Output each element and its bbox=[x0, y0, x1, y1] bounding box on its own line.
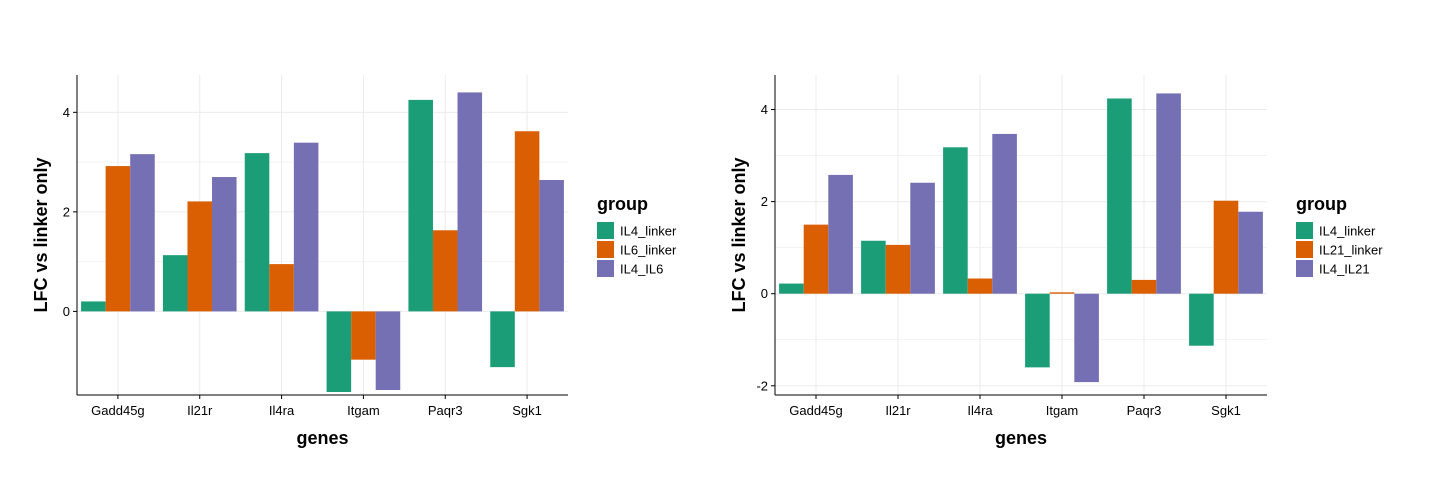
left-legend-label: IL4_linker bbox=[620, 224, 677, 239]
left-legend-swatch-IL6_linker bbox=[597, 241, 614, 258]
right-bar-IL4_IL21-Il21r bbox=[910, 182, 935, 294]
left-bar-IL6_linker-Il4ra bbox=[269, 264, 294, 312]
left-bar-IL4_IL6-Paqr3 bbox=[457, 92, 483, 312]
left-x-tick-label: Gadd45g bbox=[91, 403, 145, 418]
right-bar-IL4_linker-Il4ra bbox=[943, 147, 968, 294]
right-y-axis-title: LFC vs linker only bbox=[729, 157, 749, 312]
right-legend: group IL4_linker IL21_linker IL4_IL21 bbox=[1296, 194, 1383, 277]
right-x-tick-label: Itgam bbox=[1046, 403, 1079, 418]
left-x-axis-title: genes bbox=[296, 428, 348, 448]
left-x-tick-label: Il4ra bbox=[269, 403, 295, 418]
left-legend-label: IL4_IL6 bbox=[620, 262, 663, 277]
right-x-tick-label: Sgk1 bbox=[1211, 403, 1241, 418]
left-legend-title: group bbox=[597, 194, 648, 214]
right-bar-IL4_IL21-Gadd45g bbox=[828, 174, 853, 294]
right-y-tick-label: 2 bbox=[761, 194, 768, 209]
left-y-tick-label: 4 bbox=[63, 105, 70, 120]
right-y-tick-label: -2 bbox=[756, 378, 768, 393]
left-bar-IL4_IL6-Gadd45g bbox=[130, 154, 155, 312]
left-bar-IL4_linker-Paqr3 bbox=[408, 99, 433, 312]
right-bar-IL4_linker-Il21r bbox=[861, 240, 886, 294]
left-bar-IL4_IL6-Itgam bbox=[375, 311, 401, 391]
right-legend-label: IL21_linker bbox=[1319, 243, 1383, 258]
left-x-tick-label: Il21r bbox=[187, 403, 213, 418]
chart-left: 0 2 4 Gadd45g Il21r Il4ra Itgam Paqr3 Sgk1 genes L… bbox=[31, 75, 677, 448]
right-bar-IL21_linker-Gadd45g bbox=[803, 224, 829, 294]
left-x-tick-label: Paqr3 bbox=[428, 403, 463, 418]
right-bar-IL4_linker-Itgam bbox=[1025, 293, 1050, 368]
right-bar-IL21_linker-Itgam bbox=[1049, 292, 1075, 294]
left-bar-IL4_linker-Sgk1 bbox=[490, 311, 515, 368]
right-bars bbox=[779, 93, 1263, 383]
left-bar-IL6_linker-Paqr3 bbox=[432, 230, 458, 312]
right-x-axis-title: genes bbox=[995, 428, 1047, 448]
right-bar-IL4_IL21-Paqr3 bbox=[1156, 93, 1181, 294]
left-bar-IL4_linker-Itgam bbox=[326, 311, 352, 393]
right-bar-IL21_linker-Paqr3 bbox=[1131, 279, 1157, 294]
left-bar-IL4_linker-Il4ra bbox=[244, 153, 270, 312]
right-x-tick-label: Paqr3 bbox=[1127, 403, 1162, 418]
right-legend-swatch-IL4_linker bbox=[1296, 222, 1313, 239]
right-bar-IL21_linker-Sgk1 bbox=[1213, 200, 1239, 294]
right-bar-IL4_linker-Sgk1 bbox=[1189, 293, 1214, 346]
right-x-tick-label: Il21r bbox=[885, 403, 911, 418]
left-bar-IL4_linker-Il21r bbox=[162, 255, 188, 312]
right-bar-IL4_linker-Gadd45g bbox=[779, 283, 804, 294]
right-y-tick-label: 4 bbox=[761, 102, 768, 117]
left-bar-IL6_linker-Gadd45g bbox=[105, 166, 131, 312]
right-legend-label: IL4_IL21 bbox=[1319, 262, 1370, 277]
right-bar-IL4_linker-Paqr3 bbox=[1107, 98, 1132, 294]
right-legend-swatch-IL21_linker bbox=[1296, 241, 1313, 258]
right-grid bbox=[775, 75, 1267, 395]
right-legend-title: group bbox=[1296, 194, 1347, 214]
left-bar-IL4_IL6-Il21r bbox=[212, 177, 237, 312]
left-x-tick-label: Sgk1 bbox=[512, 403, 542, 418]
left-bar-IL6_linker-Itgam bbox=[351, 311, 376, 360]
left-bar-IL6_linker-Il21r bbox=[187, 201, 213, 312]
right-bar-IL4_IL21-Itgam bbox=[1074, 293, 1099, 383]
right-x-tick-label: Il4ra bbox=[967, 403, 993, 418]
left-y-tick-label: 2 bbox=[63, 204, 70, 219]
left-bar-IL4_IL6-Sgk1 bbox=[539, 180, 564, 312]
left-legend-swatch-IL4_IL6 bbox=[597, 260, 614, 277]
right-legend-label: IL4_linker bbox=[1319, 224, 1376, 239]
left-x-tick-label: Itgam bbox=[347, 403, 380, 418]
left-y-tick-label: 0 bbox=[63, 304, 70, 319]
right-bar-IL21_linker-Il21r bbox=[885, 244, 911, 294]
right-x-tick-label: Gadd45g bbox=[789, 403, 843, 418]
left-bar-IL6_linker-Sgk1 bbox=[514, 131, 540, 312]
left-y-axis-title: LFC vs linker only bbox=[31, 157, 51, 312]
right-bar-IL4_IL21-Sgk1 bbox=[1238, 211, 1263, 294]
left-bars bbox=[81, 92, 564, 393]
right-y-tick-label: 0 bbox=[761, 286, 768, 301]
right-legend-swatch-IL4_IL21 bbox=[1296, 260, 1313, 277]
chart-right: -2 0 2 4 Gadd45g Il21r Il4ra Itgam Paqr3 Sgk1 gene… bbox=[729, 75, 1383, 448]
left-legend-label: IL6_linker bbox=[620, 243, 677, 258]
right-bar-IL4_IL21-Il4ra bbox=[992, 133, 1017, 294]
left-legend: group IL4_linker IL6_linker IL4_IL6 bbox=[597, 194, 677, 277]
left-bar-IL4_IL6-Il4ra bbox=[293, 142, 319, 312]
left-bar-IL4_linker-Gadd45g bbox=[81, 301, 106, 312]
right-bar-IL21_linker-Il4ra bbox=[967, 278, 993, 294]
left-legend-swatch-IL4_linker bbox=[597, 222, 614, 239]
